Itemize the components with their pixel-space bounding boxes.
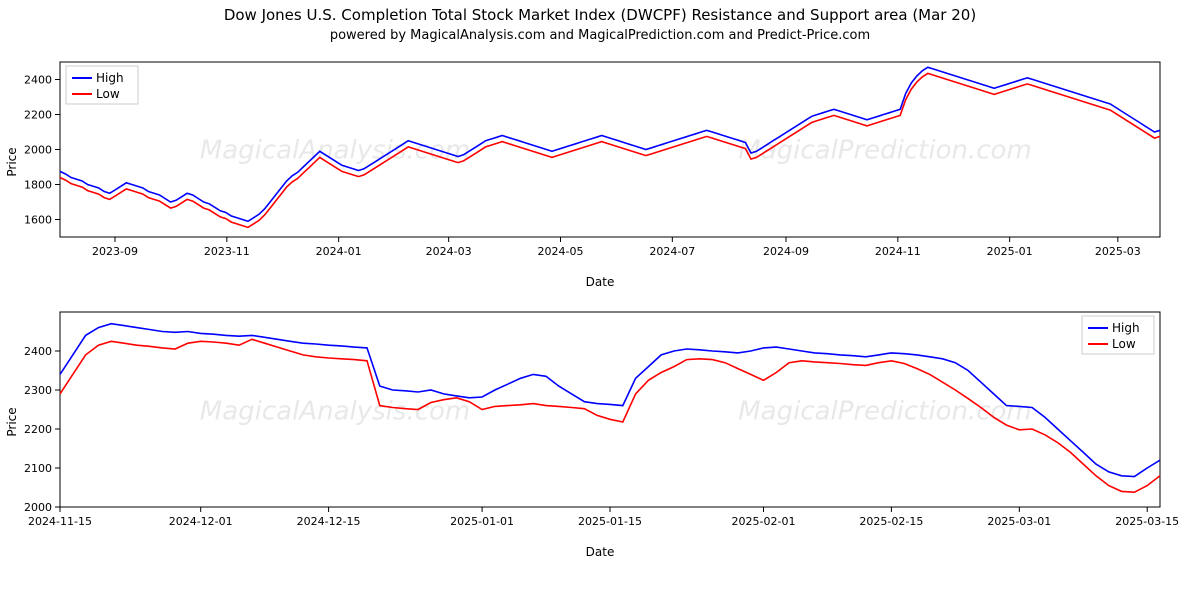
- ytick-label: 2300: [24, 384, 52, 397]
- xtick-label: 2025-03: [1095, 245, 1141, 258]
- xtick-label: 2025-03-15: [1115, 515, 1179, 528]
- xtick-label: 2025-01: [987, 245, 1033, 258]
- top-ylabel: Price: [5, 147, 19, 176]
- svg-text:High: High: [96, 71, 124, 85]
- chart-subtitle: powered by MagicalAnalysis.com and Magic…: [0, 28, 1200, 43]
- xtick-label: 2023-11: [204, 245, 250, 258]
- xtick-label: 2024-01: [316, 245, 362, 258]
- xtick-label: 2024-12-01: [169, 515, 233, 528]
- bottom-chart-wrap: Price MagicalAnalysis.com MagicalPredicti…: [0, 297, 1200, 547]
- xtick-label: 2024-05: [538, 245, 584, 258]
- top-chart-wrap: Price MagicalAnalysis.comMagicalPredicti…: [0, 47, 1200, 277]
- ytick-label: 2100: [24, 462, 52, 475]
- legend: High Low: [66, 66, 138, 104]
- watermark-left: MagicalAnalysis.com: [200, 396, 470, 426]
- xtick-label: 2024-11-15: [28, 515, 92, 528]
- xtick-label: 2024-03: [426, 245, 472, 258]
- ytick-label: 1800: [24, 179, 52, 192]
- ytick-label: 2200: [24, 109, 52, 122]
- xtick-label: 2024-09: [763, 245, 809, 258]
- xtick-label: 2024-12-15: [297, 515, 361, 528]
- ytick-label: 2400: [24, 345, 52, 358]
- ytick-label: 2400: [24, 74, 52, 87]
- xtick-label: 2025-02-01: [732, 515, 796, 528]
- ytick-label: 2000: [24, 501, 52, 514]
- svg-text:Low: Low: [96, 87, 120, 101]
- xtick-label: 2024-07: [649, 245, 695, 258]
- bottom-chart-svg: MagicalAnalysis.com MagicalPrediction.com…: [0, 297, 1180, 547]
- ytick-label: 2000: [24, 144, 52, 157]
- xtick-label: 2025-01-15: [578, 515, 642, 528]
- svg-text:Low: Low: [1112, 337, 1136, 351]
- xtick-label: 2025-03-01: [987, 515, 1051, 528]
- top-chart-svg: MagicalAnalysis.comMagicalPrediction.com…: [0, 47, 1180, 277]
- top-xlabel: Date: [0, 275, 1200, 289]
- watermark-right: MagicalPrediction.com: [738, 396, 1032, 426]
- ytick-label: 1600: [24, 214, 52, 227]
- xtick-label: 2025-02-15: [859, 515, 923, 528]
- page: Dow Jones U.S. Completion Total Stock Ma…: [0, 6, 1200, 600]
- chart-title: Dow Jones U.S. Completion Total Stock Ma…: [0, 6, 1200, 24]
- legend: High Low: [1082, 316, 1154, 354]
- svg-text:High: High: [1112, 321, 1140, 335]
- xtick-label: 2025-01-01: [450, 515, 514, 528]
- bottom-xlabel: Date: [0, 545, 1200, 559]
- xtick-label: 2023-09: [92, 245, 138, 258]
- charts-container: Price MagicalAnalysis.com MagicalPredicti…: [0, 47, 1200, 559]
- ytick-label: 2200: [24, 423, 52, 436]
- xtick-label: 2024-11: [875, 245, 921, 258]
- bottom-ylabel: Price: [5, 407, 19, 436]
- watermark-right: MagicalPrediction.com: [738, 135, 1032, 165]
